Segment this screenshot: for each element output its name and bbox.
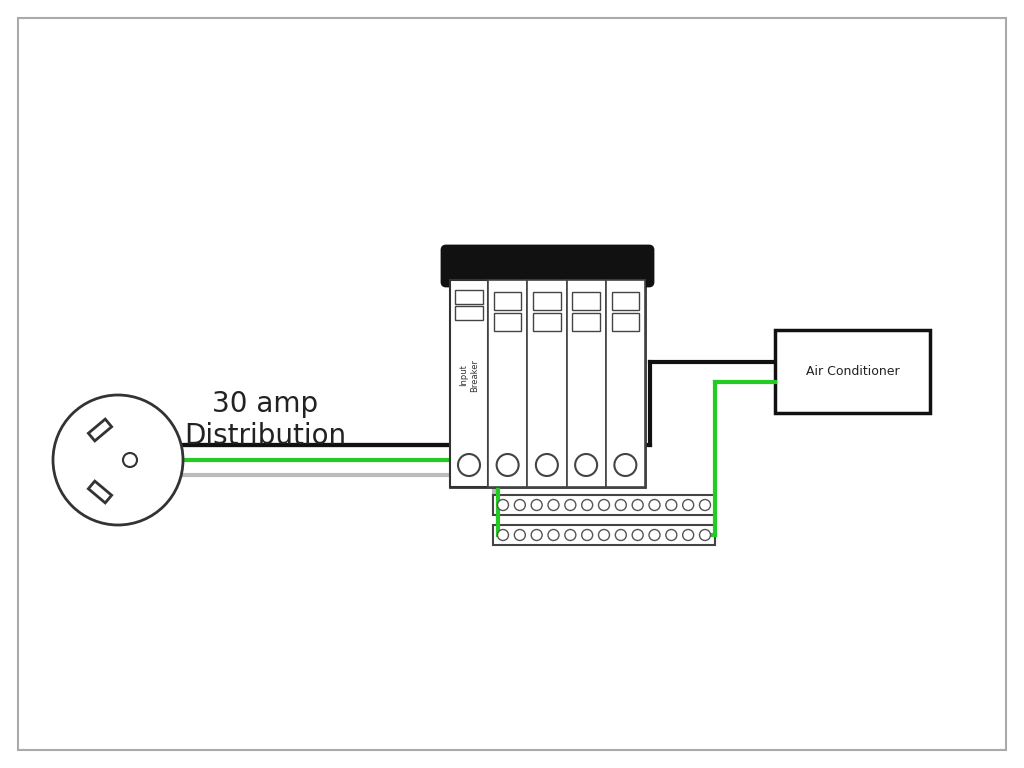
Circle shape bbox=[458, 454, 480, 476]
Circle shape bbox=[514, 499, 525, 511]
Bar bbox=[572, 292, 600, 310]
Circle shape bbox=[632, 529, 643, 541]
Circle shape bbox=[498, 499, 509, 511]
Bar bbox=[534, 313, 560, 331]
Bar bbox=[493, 525, 715, 545]
Circle shape bbox=[531, 499, 542, 511]
Bar bbox=[488, 280, 527, 487]
Circle shape bbox=[683, 499, 693, 511]
Text: 30 amp
Distribution: 30 amp Distribution bbox=[184, 390, 346, 450]
Circle shape bbox=[53, 395, 183, 525]
Circle shape bbox=[699, 499, 711, 511]
Circle shape bbox=[548, 529, 559, 541]
Bar bbox=[534, 292, 560, 310]
Bar bbox=[493, 495, 715, 515]
Circle shape bbox=[615, 499, 627, 511]
Circle shape bbox=[598, 529, 609, 541]
Circle shape bbox=[123, 453, 137, 467]
Circle shape bbox=[565, 529, 575, 541]
Circle shape bbox=[548, 499, 559, 511]
FancyBboxPatch shape bbox=[442, 246, 653, 286]
Circle shape bbox=[683, 529, 693, 541]
Circle shape bbox=[614, 454, 636, 476]
Circle shape bbox=[666, 499, 677, 511]
Bar bbox=[450, 280, 488, 487]
Circle shape bbox=[531, 529, 542, 541]
Polygon shape bbox=[88, 419, 112, 441]
Circle shape bbox=[497, 454, 518, 476]
Text: Input
Breaker: Input Breaker bbox=[460, 359, 478, 392]
Circle shape bbox=[565, 499, 575, 511]
Circle shape bbox=[582, 499, 593, 511]
Bar bbox=[611, 313, 639, 331]
Bar bbox=[494, 313, 521, 331]
Bar bbox=[611, 292, 639, 310]
Bar bbox=[775, 330, 930, 413]
Circle shape bbox=[598, 499, 609, 511]
Bar bbox=[572, 313, 600, 331]
Circle shape bbox=[632, 499, 643, 511]
Circle shape bbox=[699, 529, 711, 541]
Bar bbox=[606, 280, 645, 487]
Circle shape bbox=[649, 529, 660, 541]
Text: Air Conditioner: Air Conditioner bbox=[806, 365, 899, 378]
Circle shape bbox=[498, 529, 509, 541]
Circle shape bbox=[514, 529, 525, 541]
Bar bbox=[566, 280, 606, 487]
Circle shape bbox=[649, 499, 660, 511]
Bar bbox=[494, 292, 521, 310]
Bar bbox=[455, 306, 483, 320]
Circle shape bbox=[536, 454, 558, 476]
Bar bbox=[527, 280, 566, 487]
Circle shape bbox=[615, 529, 627, 541]
Circle shape bbox=[582, 529, 593, 541]
Polygon shape bbox=[88, 481, 112, 503]
Bar bbox=[450, 252, 645, 487]
Circle shape bbox=[666, 529, 677, 541]
Bar bbox=[455, 290, 483, 304]
Circle shape bbox=[575, 454, 597, 476]
